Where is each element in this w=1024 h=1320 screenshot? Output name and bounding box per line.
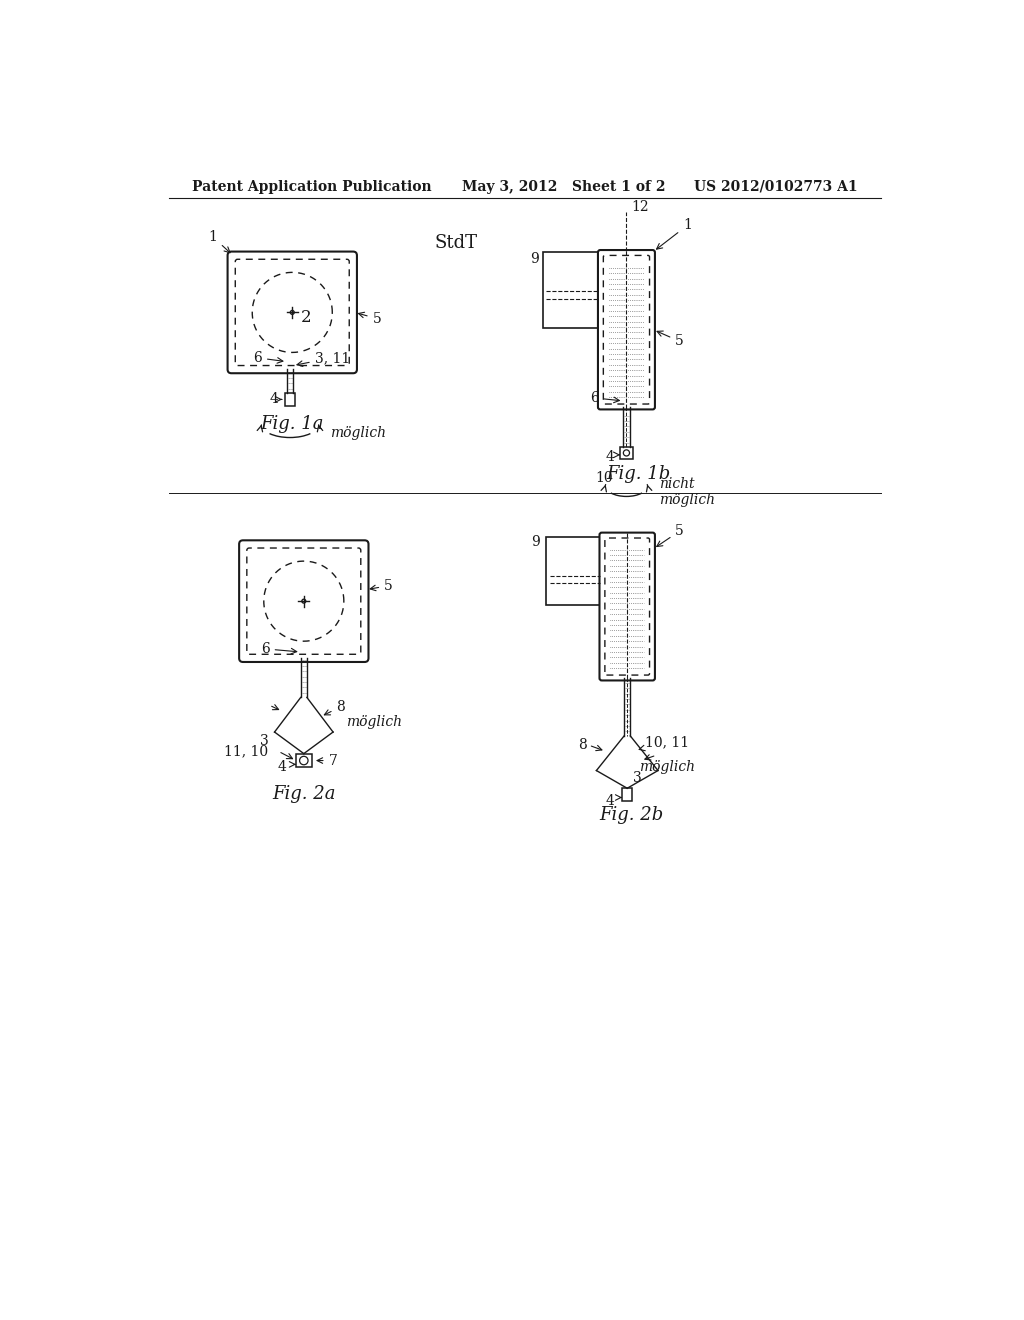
Text: Fig. 2b: Fig. 2b <box>599 807 664 824</box>
Text: 3: 3 <box>634 771 642 785</box>
Text: 8: 8 <box>325 700 345 715</box>
Text: möglich: möglich <box>330 426 386 441</box>
Polygon shape <box>547 537 604 605</box>
Text: 1: 1 <box>656 218 691 249</box>
Polygon shape <box>623 788 632 800</box>
Text: 9: 9 <box>530 252 540 265</box>
Text: 2: 2 <box>301 309 311 326</box>
Text: Fig. 2a: Fig. 2a <box>272 784 336 803</box>
Text: 6: 6 <box>253 351 283 364</box>
Text: 3: 3 <box>260 734 268 748</box>
Text: 10, 11: 10, 11 <box>639 735 689 751</box>
Circle shape <box>302 599 306 603</box>
Text: 12: 12 <box>631 199 648 214</box>
Text: Patent Application Publication: Patent Application Publication <box>193 180 432 194</box>
FancyBboxPatch shape <box>599 533 655 681</box>
Polygon shape <box>296 754 311 767</box>
Polygon shape <box>285 393 295 405</box>
Text: 4: 4 <box>605 793 614 808</box>
Text: 5: 5 <box>358 312 381 326</box>
Text: 5: 5 <box>657 331 684 348</box>
Text: 4: 4 <box>278 760 287 775</box>
Text: Fig. 1a: Fig. 1a <box>260 414 324 433</box>
Text: 5: 5 <box>656 524 684 546</box>
Text: 7: 7 <box>317 754 338 767</box>
Polygon shape <box>543 252 602 327</box>
Text: möglich: möglich <box>639 760 694 774</box>
Circle shape <box>624 450 630 455</box>
Text: 3, 11: 3, 11 <box>297 351 350 367</box>
Text: möglich: möglich <box>346 715 402 729</box>
Text: May 3, 2012   Sheet 1 of 2: May 3, 2012 Sheet 1 of 2 <box>462 180 666 194</box>
Text: 6: 6 <box>590 391 620 405</box>
Text: US 2012/0102773 A1: US 2012/0102773 A1 <box>694 180 857 194</box>
Text: 6: 6 <box>261 642 297 656</box>
Text: 5: 5 <box>370 578 393 593</box>
FancyBboxPatch shape <box>598 249 655 409</box>
Text: 9: 9 <box>531 535 541 549</box>
Circle shape <box>291 310 294 314</box>
Text: 10: 10 <box>595 471 612 484</box>
Text: Fig. 1b: Fig. 1b <box>606 465 671 483</box>
Text: 4: 4 <box>605 450 614 465</box>
Text: 1: 1 <box>209 230 230 252</box>
FancyBboxPatch shape <box>227 252 357 374</box>
Polygon shape <box>621 447 633 459</box>
Text: 11, 10: 11, 10 <box>224 744 268 758</box>
Circle shape <box>300 756 308 764</box>
FancyBboxPatch shape <box>240 540 369 663</box>
Text: nicht
möglich: nicht möglich <box>658 477 715 507</box>
Text: StdT: StdT <box>435 234 478 252</box>
Text: 4: 4 <box>269 392 279 407</box>
Text: 8: 8 <box>579 738 587 752</box>
